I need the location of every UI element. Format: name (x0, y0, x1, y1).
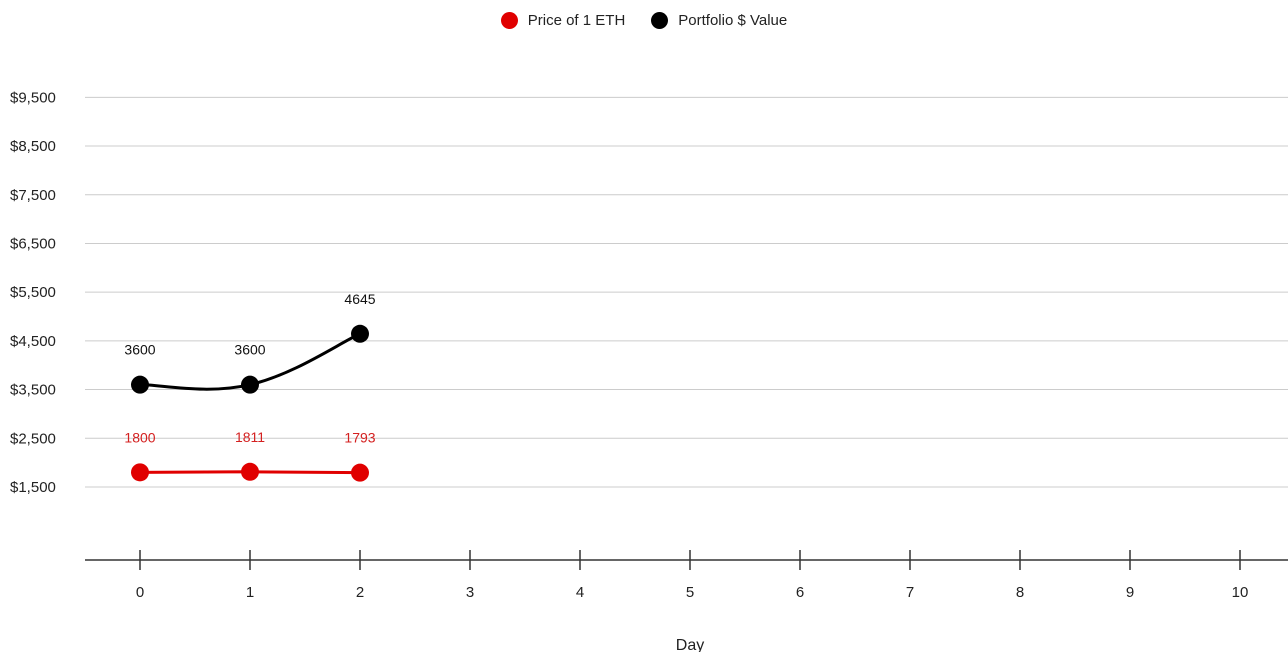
x-tick-label-4: 4 (576, 584, 584, 601)
x-axis-title: Day (676, 637, 704, 652)
x-tick-label-6: 6 (796, 584, 804, 601)
y-tick-label-5: $6,500 (10, 235, 56, 252)
y-tick-label-1: $2,500 (10, 430, 56, 447)
legend-label-portfolio-value: Portfolio $ Value (678, 12, 788, 29)
y-tick-label-4: $5,500 (10, 284, 56, 301)
legend-label-eth-price: Price of 1 ETH (527, 12, 626, 29)
y-tick-label-8: $9,500 (10, 89, 56, 106)
data-point-portfolio-value-0[interactable] (131, 375, 149, 394)
data-label-portfolio-value-1: 3600 (234, 342, 265, 358)
data-point-eth-price-0[interactable] (131, 463, 149, 482)
x-tick-label-3: 3 (466, 584, 474, 601)
data-point-eth-price-1[interactable] (241, 462, 259, 481)
data-label-eth-price-0: 1800 (124, 429, 155, 445)
x-tick-label-2: 2 (356, 584, 364, 601)
data-label-portfolio-value-0: 3600 (124, 342, 155, 358)
data-label-eth-price-2: 1793 (344, 430, 375, 446)
legend-swatch-eth-price (500, 12, 518, 29)
y-tick-label-2: $3,500 (10, 382, 56, 399)
x-tick-label-8: 8 (1016, 584, 1024, 601)
x-tick-label-0: 0 (136, 584, 144, 601)
data-point-portfolio-value-2[interactable] (351, 324, 369, 343)
y-tick-label-3: $4,500 (10, 333, 56, 350)
data-point-portfolio-value-1[interactable] (241, 375, 259, 394)
y-tick-label-6: $7,500 (10, 187, 56, 204)
legend-item-eth-price[interactable]: Price of 1 ETH (500, 12, 626, 29)
data-point-eth-price-2[interactable] (351, 463, 369, 482)
x-tick-label-5: 5 (686, 584, 694, 601)
y-tick-label-7: $8,500 (10, 138, 56, 155)
legend-item-portfolio-value[interactable]: Portfolio $ Value (651, 12, 787, 29)
x-tick-label-9: 9 (1126, 584, 1134, 601)
legend: Price of 1 ETH Portfolio $ Value (0, 12, 1288, 29)
data-label-eth-price-1: 1811 (235, 429, 265, 445)
legend-swatch-portfolio-value (651, 12, 669, 29)
x-tick-label-1: 1 (246, 584, 254, 601)
x-tick-label-7: 7 (906, 584, 914, 601)
y-tick-label-0: $1,500 (10, 479, 56, 496)
data-label-portfolio-value-2: 4645 (344, 291, 375, 307)
x-tick-label-10: 10 (1232, 584, 1249, 601)
